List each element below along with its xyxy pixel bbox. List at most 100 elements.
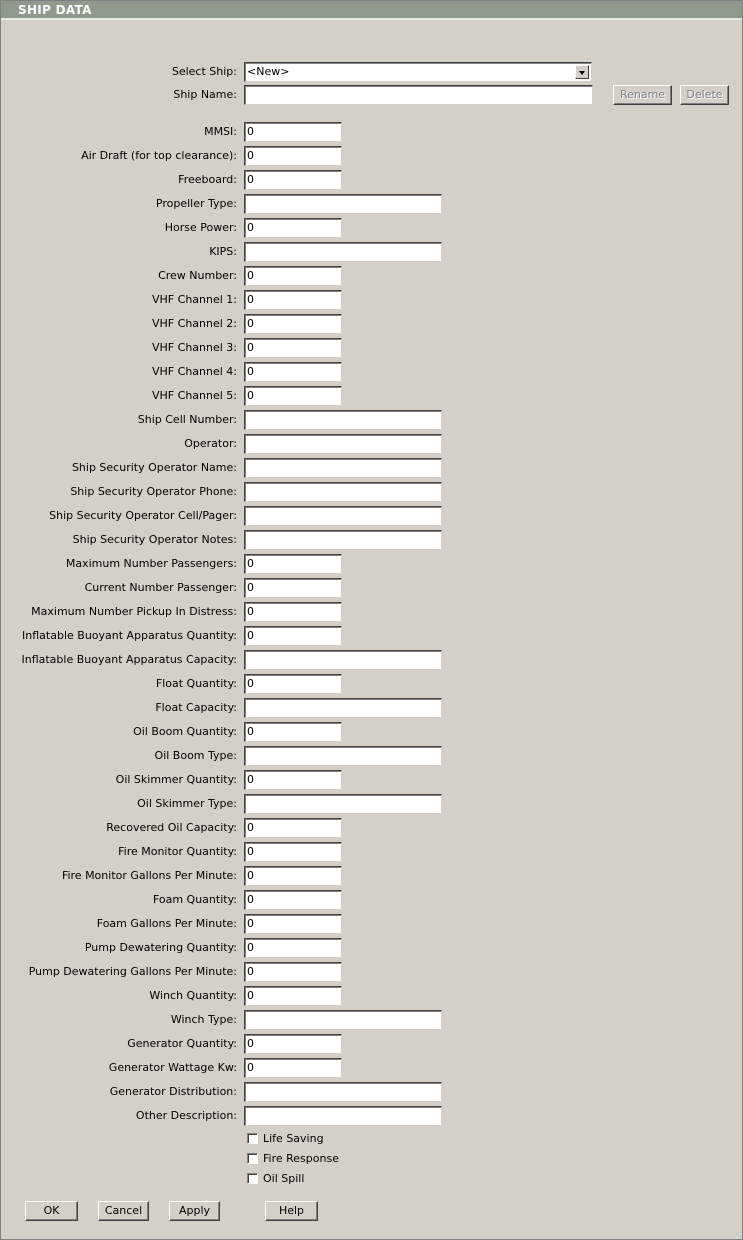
field-label: Ship Security Operator Notes: <box>72 533 237 546</box>
checkbox[interactable] <box>247 1133 258 1144</box>
field-label: Ship Security Operator Cell/Pager: <box>49 509 237 522</box>
field-label: Generator Wattage Kw: <box>108 1061 237 1074</box>
field-label: Pump Dewatering Gallons Per Minute: <box>28 965 237 978</box>
field-input[interactable]: 0 <box>244 362 342 382</box>
field-input[interactable]: 0 <box>244 890 342 910</box>
field-input[interactable] <box>244 242 442 262</box>
field-input[interactable]: 0 <box>244 626 342 646</box>
field-input[interactable]: 0 <box>244 338 342 358</box>
field-label: Oil Boom Quantity: <box>133 725 237 738</box>
field-input[interactable]: 0 <box>244 818 342 838</box>
field-label: Oil Skimmer Quantity: <box>115 773 237 786</box>
field-label: Generator Distribution: <box>109 1085 237 1098</box>
field-input[interactable] <box>244 794 442 814</box>
field-input[interactable]: 0 <box>244 962 342 982</box>
select-ship-value: <New> <box>247 65 290 78</box>
field-label: Air Draft (for top clearance): <box>81 149 237 162</box>
field-label: Maximum Number Pickup In Distress: <box>31 605 237 618</box>
field-input[interactable]: 0 <box>244 554 342 574</box>
header-title: SHIP DATA <box>1 1 742 20</box>
field-label: Ship Cell Number: <box>137 413 237 426</box>
field-input[interactable]: 0 <box>244 914 342 934</box>
checkbox[interactable] <box>247 1173 258 1184</box>
field-label: Crew Number: <box>158 269 237 282</box>
field-input[interactable]: 0 <box>244 938 342 958</box>
field-input[interactable] <box>244 482 442 502</box>
field-label: Oil Boom Type: <box>154 749 237 762</box>
field-label: Float Capacity: <box>155 701 237 714</box>
field-input[interactable] <box>244 194 442 214</box>
field-input[interactable]: 0 <box>244 146 342 166</box>
button[interactable]: Cancel <box>98 1201 149 1221</box>
ship-name-label: Ship Name: <box>173 88 237 101</box>
field-label: VHF Channel 5: <box>152 389 237 402</box>
field-label: Propeller Type: <box>155 197 237 210</box>
field-input[interactable] <box>244 1106 442 1126</box>
field-input[interactable] <box>244 1010 442 1030</box>
select-ship-dropdown[interactable]: <New> <box>244 62 592 82</box>
field-input[interactable] <box>244 650 442 670</box>
field-label: VHF Channel 3: <box>152 341 237 354</box>
field-input[interactable] <box>244 458 442 478</box>
field-input[interactable]: 0 <box>244 122 342 142</box>
field-input[interactable]: 0 <box>244 602 342 622</box>
field-input[interactable]: 0 <box>244 770 342 790</box>
button[interactable]: Apply <box>169 1201 220 1221</box>
field-input[interactable] <box>244 410 442 430</box>
field-label: Current Number Passenger: <box>84 581 237 594</box>
checkbox-label[interactable]: Life Saving <box>263 1132 324 1145</box>
field-label: VHF Channel 2: <box>152 317 237 330</box>
field-label: Winch Quantity: <box>149 989 237 1002</box>
checkbox[interactable] <box>247 1153 258 1164</box>
field-label: Ship Security Operator Name: <box>71 461 237 474</box>
field-label: Inflatable Buoyant Apparatus Capacity: <box>21 653 237 666</box>
field-input[interactable]: 0 <box>244 314 342 334</box>
field-input[interactable] <box>244 1082 442 1102</box>
field-input[interactable] <box>244 506 442 526</box>
field-label: Fire Monitor Quantity: <box>118 845 237 858</box>
field-input[interactable]: 0 <box>244 386 342 406</box>
field-input[interactable] <box>244 530 442 550</box>
field-input[interactable]: 0 <box>244 722 342 742</box>
field-label: VHF Channel 4: <box>152 365 237 378</box>
field-label: Pump Dewatering Quantity: <box>84 941 237 954</box>
dropdown-arrow[interactable] <box>575 65 589 79</box>
field-label: MMSI: <box>204 125 237 138</box>
field-input[interactable]: 0 <box>244 290 342 310</box>
field-input[interactable] <box>244 698 442 718</box>
field-input[interactable]: 0 <box>244 1034 342 1054</box>
field-label: VHF Channel 1: <box>152 293 237 306</box>
field-label: KIPS: <box>209 245 237 258</box>
field-label: Recovered Oil Capacity: <box>106 821 237 834</box>
button[interactable]: OK <box>25 1201 78 1221</box>
field-input[interactable]: 0 <box>244 170 342 190</box>
field-input[interactable]: 0 <box>244 842 342 862</box>
field-input[interactable]: 0 <box>244 1058 342 1078</box>
field-label: Generator Quantity: <box>127 1037 237 1050</box>
field-label: Freeboard: <box>178 173 237 186</box>
field-input[interactable]: 0 <box>244 986 342 1006</box>
field-input[interactable]: 0 <box>244 266 342 286</box>
field-label: Float Quantity: <box>155 677 237 690</box>
field-input[interactable]: 0 <box>244 866 342 886</box>
select-ship-label: Select Ship: <box>171 65 237 78</box>
field-input[interactable] <box>244 434 442 454</box>
top-button[interactable]: Delete <box>680 85 729 105</box>
checkbox-label[interactable]: Fire Response <box>263 1152 339 1165</box>
field-input[interactable]: 0 <box>244 218 342 238</box>
top-button[interactable]: Rename <box>613 85 672 105</box>
button[interactable]: Help <box>265 1201 318 1221</box>
field-label: Fire Monitor Gallons Per Minute: <box>61 869 237 882</box>
field-input[interactable]: 0 <box>244 578 342 598</box>
field-label: Ship Security Operator Phone: <box>70 485 237 498</box>
field-input[interactable]: 0 <box>244 674 342 694</box>
field-label: Operator: <box>184 437 237 450</box>
field-label: Inflatable Buoyant Apparatus Quantity: <box>22 629 237 642</box>
field-input[interactable] <box>244 746 442 766</box>
field-label: Foam Quantity: <box>152 893 237 906</box>
field-label: Maximum Number Passengers: <box>65 557 237 570</box>
field-label: Winch Type: <box>170 1013 237 1026</box>
checkbox-label[interactable]: Oil Spill <box>263 1172 305 1185</box>
ship-name-input[interactable] <box>244 85 593 105</box>
